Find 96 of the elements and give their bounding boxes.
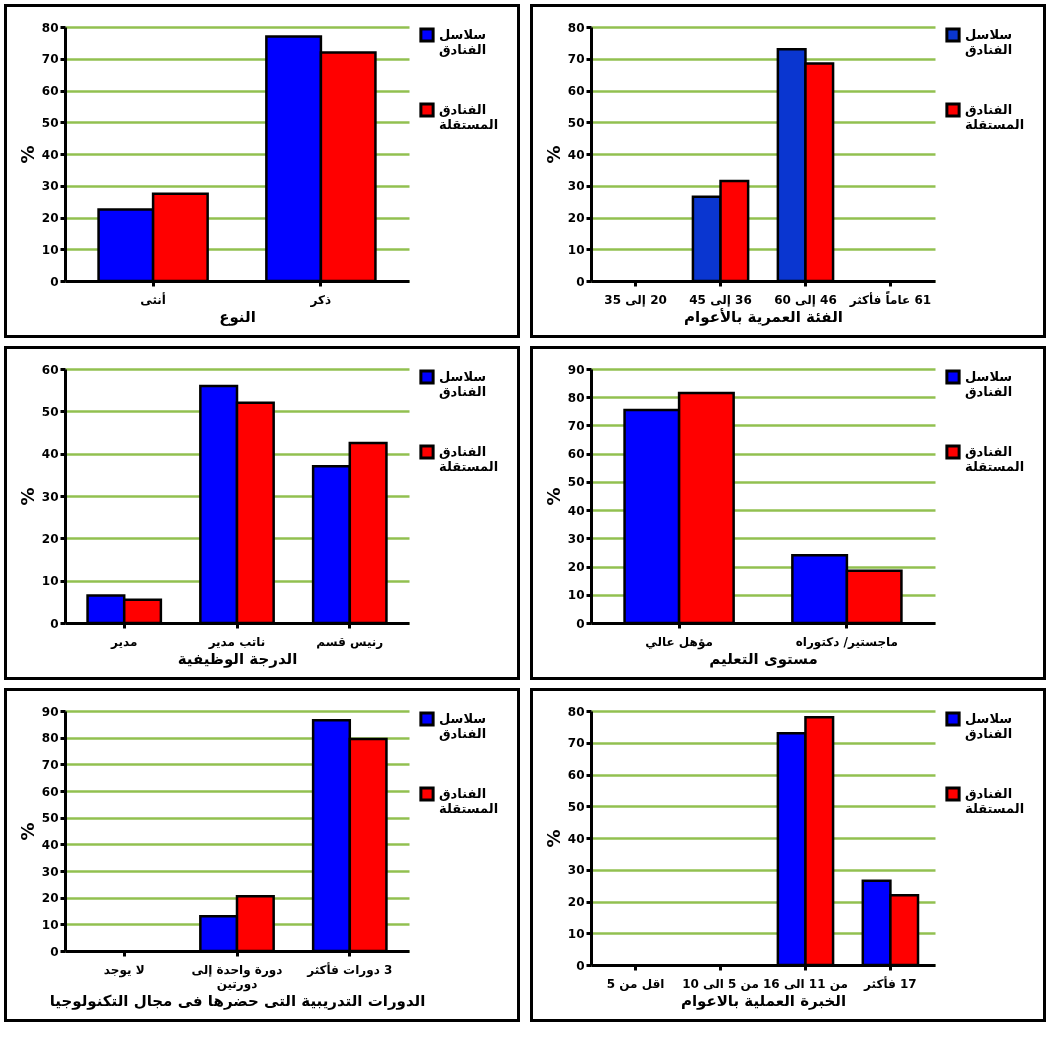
legend-label: سلاسل الفنادق [439, 369, 487, 399]
y-tick-label: 10 [567, 588, 585, 603]
y-tick-label: 30 [41, 489, 59, 504]
y-axis-title: % [16, 822, 38, 841]
y-axis-title: % [542, 829, 564, 848]
y-tick-label: 10 [567, 242, 585, 257]
y-tick-label: 70 [567, 52, 585, 67]
y-tick-label: 80 [41, 20, 59, 35]
x-tick-label: من 5 الى 10 [682, 976, 759, 991]
y-tick-label: 70 [567, 736, 585, 751]
x-axis-title: الدرجة الوظيفية [177, 649, 298, 668]
y-tick-label: 40 [41, 147, 59, 162]
y-tick-label: 60 [41, 84, 59, 98]
y-tick-label: 20 [567, 211, 585, 225]
legend-label: الفنادق المستقلة [439, 102, 499, 132]
x-tick-label: 46 إلى 60 [774, 292, 837, 307]
y-tick-label: 60 [567, 84, 585, 98]
y-tick-label: 80 [567, 704, 585, 719]
y-tick-label: 40 [41, 447, 59, 462]
x-tick-label: 61 عاماً فأكثر [848, 290, 932, 307]
y-axis-title: % [16, 487, 38, 506]
y-tick-label: 20 [567, 895, 585, 909]
x-tick-label: ناتب مدير [207, 634, 266, 649]
y-tick-label: 50 [567, 115, 585, 130]
legend-label: سلاسل الفنادق [965, 369, 1013, 399]
legend-label: الفنادق المستقلة [965, 102, 1025, 132]
x-axis-title: مستوى التعليم [709, 649, 818, 668]
y-tick-label: 80 [567, 390, 585, 405]
y-tick-label: 30 [41, 864, 59, 879]
x-tick-label: لا يوجد [103, 962, 145, 978]
y-tick-label: 50 [41, 404, 59, 419]
legend-label: الفنادق المستقلة [439, 444, 499, 474]
y-tick-label: 20 [41, 891, 59, 906]
x-tick-label: رنيس قسم [316, 634, 384, 649]
y-tick-label: 30 [41, 179, 59, 194]
y-tick-label: 10 [567, 926, 585, 941]
y-axis-title: % [16, 145, 38, 164]
y-tick-label: 0 [576, 958, 585, 973]
legend-label: الفنادق المستقلة [965, 444, 1025, 474]
y-tick-label: 90 [41, 704, 59, 719]
y-axis-title: % [542, 487, 564, 506]
x-axis-title: الدورات التدريبية التى حضرها فى مجال التكنولوجيا [49, 991, 426, 1010]
legend-label: سلاسل الفنادق [439, 711, 487, 741]
x-axis-title: النوع [219, 307, 256, 326]
x-axis-title: الفئة العمرية بالأعوام [684, 307, 843, 326]
legend-label: سلاسل الفنادق [965, 27, 1013, 57]
x-tick-label: ذكر [309, 292, 332, 307]
y-tick-label: 40 [41, 837, 59, 852]
legend-label: سلاسل الفنادق [965, 711, 1013, 741]
x-tick-label: ماجستير/ دكتوراه [795, 634, 899, 650]
y-tick-label: 60 [567, 768, 585, 782]
y-tick-label: 50 [41, 811, 59, 826]
x-tick-label: 3 دورات فأكثر [306, 961, 393, 978]
y-tick-label: 60 [567, 447, 585, 462]
y-tick-label: 70 [567, 418, 585, 433]
legend-label: سلاسل الفنادق [439, 27, 487, 57]
y-tick-label: 80 [41, 731, 59, 746]
x-tick-label: 17 فأكثر [863, 975, 917, 991]
y-tick-label: 10 [41, 917, 59, 932]
y-tick-label: 90 [567, 362, 585, 377]
x-tick-label: اقل من 5 [606, 976, 665, 991]
y-tick-label: 80 [567, 20, 585, 35]
y-tick-label: 20 [41, 211, 59, 225]
x-tick-label: مدير [110, 634, 138, 649]
y-tick-label: 20 [567, 560, 585, 575]
x-tick-label: 36 إلى 45 [689, 292, 752, 307]
y-tick-label: 60 [41, 784, 59, 799]
y-tick-label: 0 [576, 274, 585, 289]
x-tick-label: من 11 الى 16 [763, 976, 848, 991]
y-tick-label: 50 [567, 799, 585, 814]
x-axis-title: الخبرة العملية بالاعوام [680, 991, 847, 1010]
y-tick-label: 40 [567, 503, 585, 518]
x-tick-label: 20 إلى 35 [604, 292, 667, 307]
y-tick-label: 10 [41, 574, 59, 589]
legend-label: الفنادق المستقلة [439, 786, 499, 816]
x-tick-label: أنثى [140, 291, 166, 307]
y-tick-label: 30 [567, 179, 585, 194]
y-tick-label: 70 [41, 757, 59, 772]
y-tick-label: 10 [41, 242, 59, 257]
y-tick-label: 60 [41, 362, 59, 377]
x-tick-label: دورة واحدة إلى دورتين [191, 962, 283, 992]
x-tick-label: مؤهل عالي [645, 634, 713, 650]
y-tick-label: 50 [41, 115, 59, 130]
y-tick-label: 30 [567, 863, 585, 878]
y-axis-title: % [542, 145, 564, 164]
legend-label: الفنادق المستقلة [965, 786, 1025, 816]
y-tick-label: 20 [41, 531, 59, 546]
y-tick-label: 0 [576, 616, 585, 631]
y-tick-label: 50 [567, 475, 585, 490]
y-tick-label: 40 [567, 831, 585, 846]
y-tick-label: 40 [567, 147, 585, 162]
y-tick-label: 70 [41, 52, 59, 67]
y-tick-label: 0 [50, 616, 59, 631]
y-tick-label: 30 [567, 531, 585, 546]
y-tick-label: 0 [50, 274, 59, 289]
y-tick-label: 0 [50, 944, 59, 959]
